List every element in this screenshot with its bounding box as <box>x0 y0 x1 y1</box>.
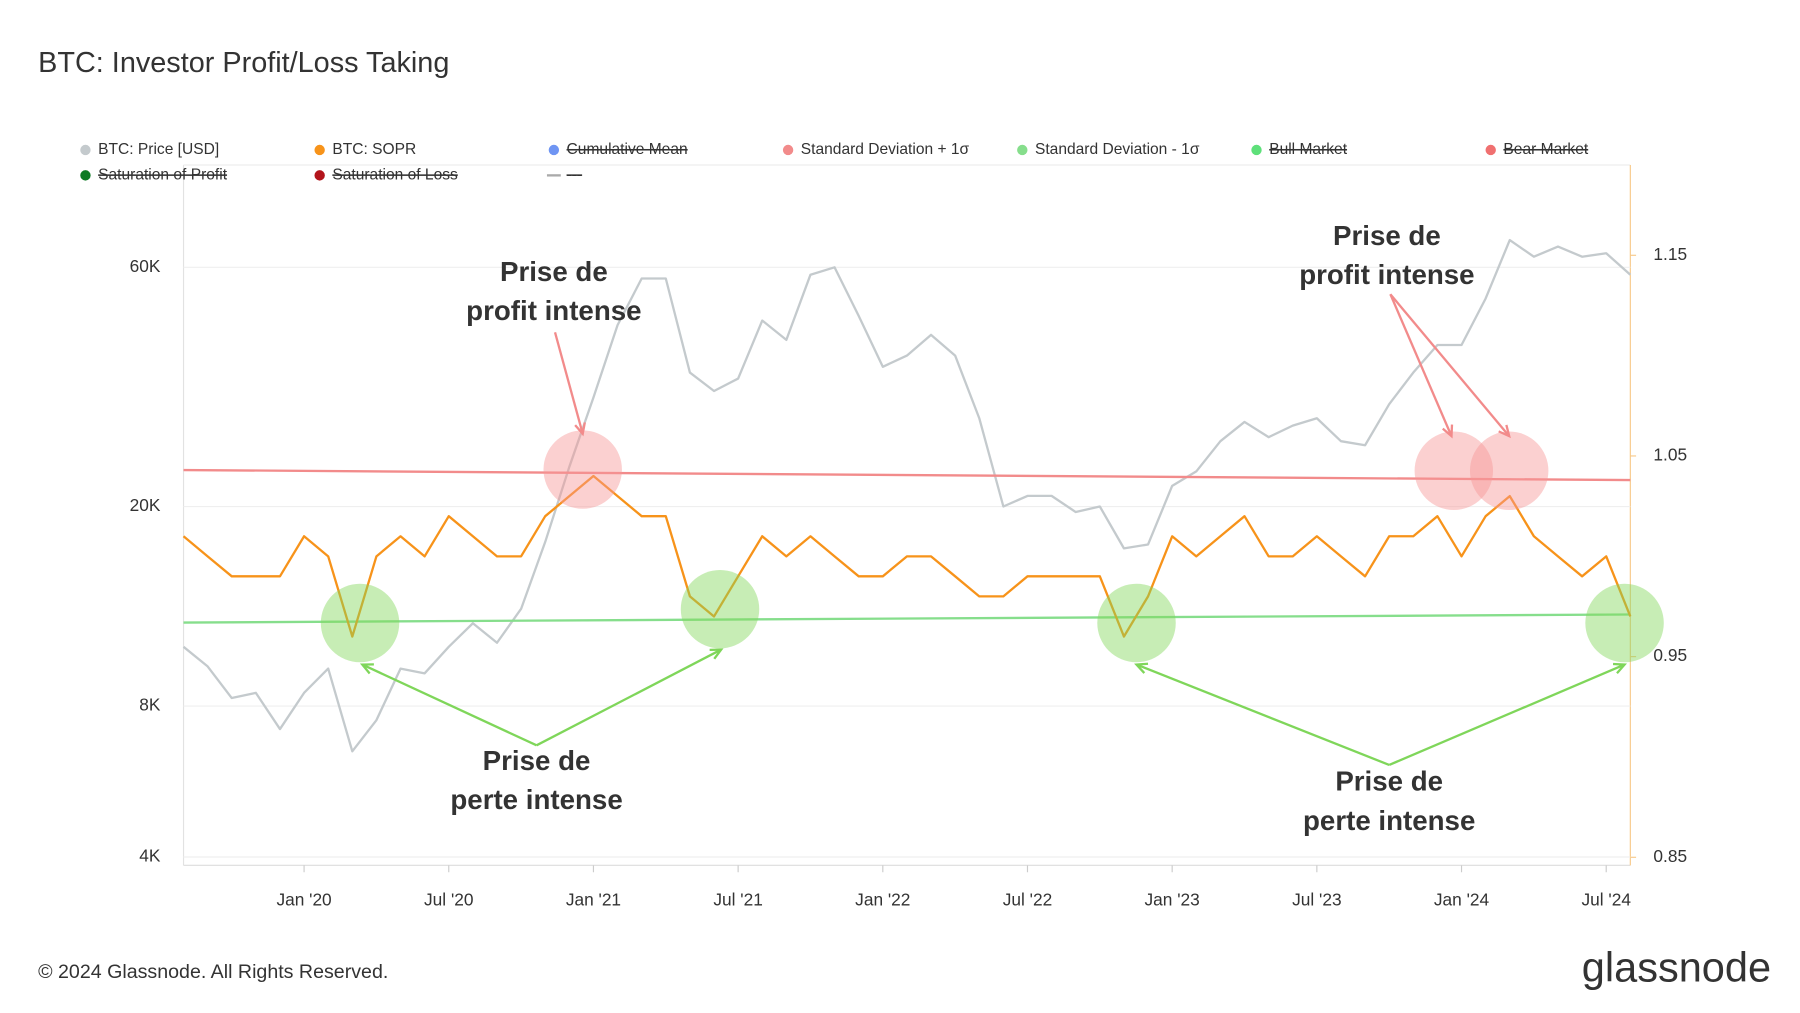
annotation-text: Prise de <box>1335 766 1443 797</box>
legend-label: Bull Market <box>1269 141 1348 158</box>
legend-marker <box>314 170 325 181</box>
annotation-arrow <box>361 663 538 747</box>
x-tick-label: Jan '21 <box>566 890 621 910</box>
x-tick-label: Jul '20 <box>424 890 473 910</box>
highlight-circle <box>1097 583 1176 663</box>
y2-tick-label: 1.15 <box>1653 244 1687 264</box>
legend-marker <box>80 144 91 156</box>
legend-label: BTC: Price [USD] <box>98 141 219 158</box>
legend-label: Bear Market <box>1503 141 1588 158</box>
annotation-arrow <box>553 331 584 435</box>
series-line <box>183 613 1631 624</box>
y2-tick-label: 0.85 <box>1653 846 1687 866</box>
copyright: © 2024 Glassnode. All Rights Reserved. <box>38 961 388 983</box>
annotation-text: perte intense <box>1303 805 1475 836</box>
highlight-circle <box>680 569 760 649</box>
annotation-text: profit intense <box>1299 259 1474 290</box>
annotation-text: Prise de <box>483 745 591 776</box>
y2-tick-label: 0.95 <box>1653 645 1687 665</box>
annotation-arrow <box>1388 663 1626 767</box>
chart-title: BTC: Investor Profit/Loss Taking <box>38 47 449 79</box>
legend-label: Cumulative Mean <box>567 141 688 158</box>
legend-label: Standard Deviation + 1σ <box>801 141 970 158</box>
annotation-text: Prise de <box>1333 220 1441 251</box>
x-tick-label: Jul '21 <box>713 890 762 910</box>
legend-label: Saturation of Loss <box>332 166 458 183</box>
y-tick-label: 8K <box>139 695 161 715</box>
arrow-head <box>1134 662 1149 674</box>
legend-marker <box>1485 144 1496 156</box>
annotation-text: perte intense <box>450 784 622 815</box>
logo: glassnode <box>1582 943 1771 990</box>
highlight-circle <box>1414 431 1494 510</box>
legend-marker <box>548 144 560 156</box>
legend-label: BTC: SOPR <box>332 141 416 158</box>
annotation-arrow <box>1136 663 1390 767</box>
arrow-head <box>359 663 374 675</box>
highlight-circle <box>1585 583 1664 663</box>
legend-marker <box>80 170 91 181</box>
x-tick-label: Jul '24 <box>1581 890 1631 910</box>
arrow-head <box>1612 662 1628 675</box>
y2-tick-label: 1.05 <box>1653 445 1687 465</box>
y-tick-label: 20K <box>130 495 161 515</box>
series-line <box>182 474 1632 638</box>
annotation-arrow <box>1389 293 1511 437</box>
arrow-head <box>1442 424 1454 439</box>
y-tick-label: 4K <box>139 846 161 866</box>
arrow-head <box>574 422 586 437</box>
y-tick-label: 60K <box>130 256 161 276</box>
legend-marker <box>782 144 794 156</box>
annotation-text: Prise de <box>500 256 608 287</box>
legend-marker <box>314 144 325 156</box>
x-tick-label: Jan '23 <box>1145 890 1200 910</box>
annotation-text: profit intense <box>466 295 641 326</box>
x-tick-label: Jan '24 <box>1434 890 1490 910</box>
x-tick-label: Jan '22 <box>855 890 910 910</box>
legend-label: Saturation of Profit <box>98 166 228 183</box>
legend-label: Standard Deviation - 1σ <box>1035 141 1200 158</box>
highlight-circle <box>320 583 400 663</box>
x-tick-label: Jul '23 <box>1292 890 1341 910</box>
highlight-circle <box>1469 431 1549 510</box>
series-line <box>182 238 1632 753</box>
arrow-head <box>709 648 724 660</box>
highlight-circle <box>543 430 622 509</box>
legend-label: --- <box>567 166 583 183</box>
x-tick-label: Jan '20 <box>276 890 331 910</box>
annotation-arrow <box>536 648 722 747</box>
arrow-head <box>1498 424 1511 439</box>
annotation-arrow <box>1389 293 1453 437</box>
legend-marker <box>1251 144 1262 156</box>
x-tick-label: Jul '22 <box>1003 890 1052 910</box>
series-line <box>183 468 1631 482</box>
legend-marker <box>1017 144 1028 156</box>
